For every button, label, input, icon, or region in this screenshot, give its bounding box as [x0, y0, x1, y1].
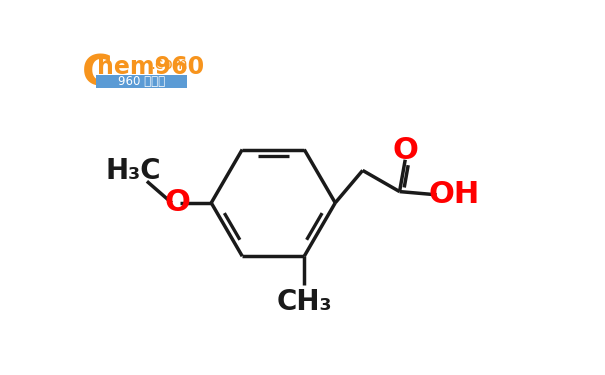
Text: O: O — [392, 136, 418, 165]
Text: H₃C: H₃C — [105, 156, 161, 184]
FancyBboxPatch shape — [96, 75, 187, 88]
Text: C: C — [82, 53, 113, 95]
Text: OH: OH — [428, 180, 479, 209]
Text: hem960: hem960 — [97, 55, 204, 79]
Text: CH₃: CH₃ — [276, 288, 332, 316]
Text: .com: .com — [150, 57, 188, 72]
Text: O: O — [165, 188, 191, 218]
Text: 960 化工网: 960 化工网 — [118, 75, 165, 88]
